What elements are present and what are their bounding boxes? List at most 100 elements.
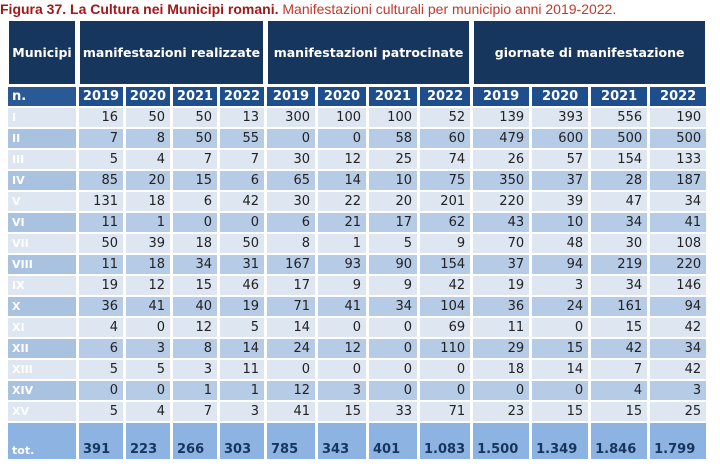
table-cell: 62 — [420, 213, 471, 232]
header-n: n. — [8, 87, 76, 106]
table-cell: 6 — [79, 339, 123, 358]
table-cell: 50 — [173, 129, 217, 148]
table-cell: 30 — [267, 150, 315, 169]
table-cell: 19 — [79, 276, 123, 295]
table-cell: 8 — [126, 129, 170, 148]
table-cell: 14 — [318, 171, 366, 190]
table-cell: 12 — [318, 339, 366, 358]
table-cell: 90 — [369, 255, 417, 274]
table-cell: 131 — [79, 192, 123, 211]
table-cell: 7 — [79, 129, 123, 148]
table-cell: 100 — [318, 108, 366, 127]
table-cell: 167 — [267, 255, 315, 274]
year-header: 2019 — [267, 87, 315, 106]
table-cell: 4 — [591, 381, 648, 400]
table-cell: 6 — [267, 213, 315, 232]
table-cell: 201 — [420, 192, 471, 211]
table-cell: 146 — [650, 276, 707, 295]
table-cell: 17 — [369, 213, 417, 232]
year-header: 2021 — [369, 87, 417, 106]
table-cell: 36 — [79, 297, 123, 316]
table-cell: 26 — [473, 150, 530, 169]
table-cell: 30 — [591, 234, 648, 253]
table-cell: 5 — [126, 360, 170, 379]
table-cell: 50 — [173, 108, 217, 127]
total-cell: 266 — [173, 423, 217, 459]
table-cell: 5 — [79, 402, 123, 421]
caption-bold: Figura 37. La Cultura nei Municipi roman… — [0, 1, 279, 17]
municipio-label: IX — [8, 276, 76, 295]
table-cell: 110 — [420, 339, 471, 358]
table-cell: 42 — [220, 192, 264, 211]
table-cell: 0 — [532, 318, 589, 337]
table-cell: 5 — [79, 360, 123, 379]
table-cell: 41 — [126, 297, 170, 316]
table-cell: 16 — [79, 108, 123, 127]
table-cell: 43 — [473, 213, 530, 232]
table-cell: 34 — [650, 339, 707, 358]
municipio-label: VIII — [8, 255, 76, 274]
year-header: 2020 — [318, 87, 366, 106]
table-row: X 36 41 40 19 71 41 34 104 36 24 161 94 — [8, 297, 707, 316]
table-cell: 8 — [173, 339, 217, 358]
table-cell: 24 — [532, 297, 589, 316]
table-row: VII 50 39 18 50 8 1 5 9 70 48 30 108 — [8, 234, 707, 253]
table-cell: 0 — [267, 129, 315, 148]
table-cell: 31 — [220, 255, 264, 274]
table-cell: 3 — [220, 402, 264, 421]
table-cell: 11 — [79, 213, 123, 232]
total-cell: 785 — [267, 423, 315, 459]
year-header: 2020 — [126, 87, 170, 106]
table-cell: 50 — [220, 234, 264, 253]
table-cell: 50 — [126, 108, 170, 127]
table-cell: 71 — [420, 402, 471, 421]
table-cell: 28 — [591, 171, 648, 190]
table-cell: 12 — [173, 318, 217, 337]
table-row: V 131 18 6 42 30 22 20 201 220 39 47 34 — [8, 192, 707, 211]
table-cell: 0 — [126, 381, 170, 400]
table-cell: 75 — [420, 171, 471, 190]
table-row: XI 4 0 12 5 14 0 0 69 11 0 15 42 — [8, 318, 707, 337]
table-cell: 18 — [126, 192, 170, 211]
table-cell: 42 — [650, 318, 707, 337]
total-cell: 401 — [369, 423, 417, 459]
table-cell: 24 — [267, 339, 315, 358]
table-cell: 4 — [126, 150, 170, 169]
table-cell: 39 — [126, 234, 170, 253]
table-cell: 0 — [473, 381, 530, 400]
table-cell: 19 — [220, 297, 264, 316]
table-cell: 12 — [318, 150, 366, 169]
municipio-label: IV — [8, 171, 76, 190]
total-cell: 1.083 — [420, 423, 471, 459]
table-cell: 0 — [79, 381, 123, 400]
table-cell: 42 — [420, 276, 471, 295]
municipio-label: XI — [8, 318, 76, 337]
table-cell: 94 — [532, 255, 589, 274]
table-cell: 139 — [473, 108, 530, 127]
table-row: VIII 11 18 34 31 167 93 90 154 37 94 219 220 — [8, 255, 707, 274]
table-cell: 14 — [220, 339, 264, 358]
table-cell: 10 — [532, 213, 589, 232]
table-row: XV 5 4 7 3 41 15 33 71 23 15 15 25 — [8, 402, 707, 421]
table-cell: 30 — [267, 192, 315, 211]
table-cell: 22 — [318, 192, 366, 211]
table-row: III 5 4 7 7 30 12 25 74 26 57 154 133 — [8, 150, 707, 169]
table-cell: 11 — [473, 318, 530, 337]
table-cell: 300 — [267, 108, 315, 127]
table-cell: 71 — [267, 297, 315, 316]
table-cell: 0 — [369, 360, 417, 379]
year-header: 2022 — [650, 87, 707, 106]
table-cell: 15 — [591, 318, 648, 337]
total-cell: 391 — [79, 423, 123, 459]
municipio-label: X — [8, 297, 76, 316]
municipio-label: VI — [8, 213, 76, 232]
table-cell: 219 — [591, 255, 648, 274]
table-cell: 14 — [267, 318, 315, 337]
table-cell: 69 — [420, 318, 471, 337]
header-giornate: giornate di manifestazione — [473, 20, 707, 85]
table-cell: 34 — [591, 276, 648, 295]
table-cell: 12 — [267, 381, 315, 400]
table-cell: 47 — [591, 192, 648, 211]
total-cell: 223 — [126, 423, 170, 459]
table-cell: 104 — [420, 297, 471, 316]
